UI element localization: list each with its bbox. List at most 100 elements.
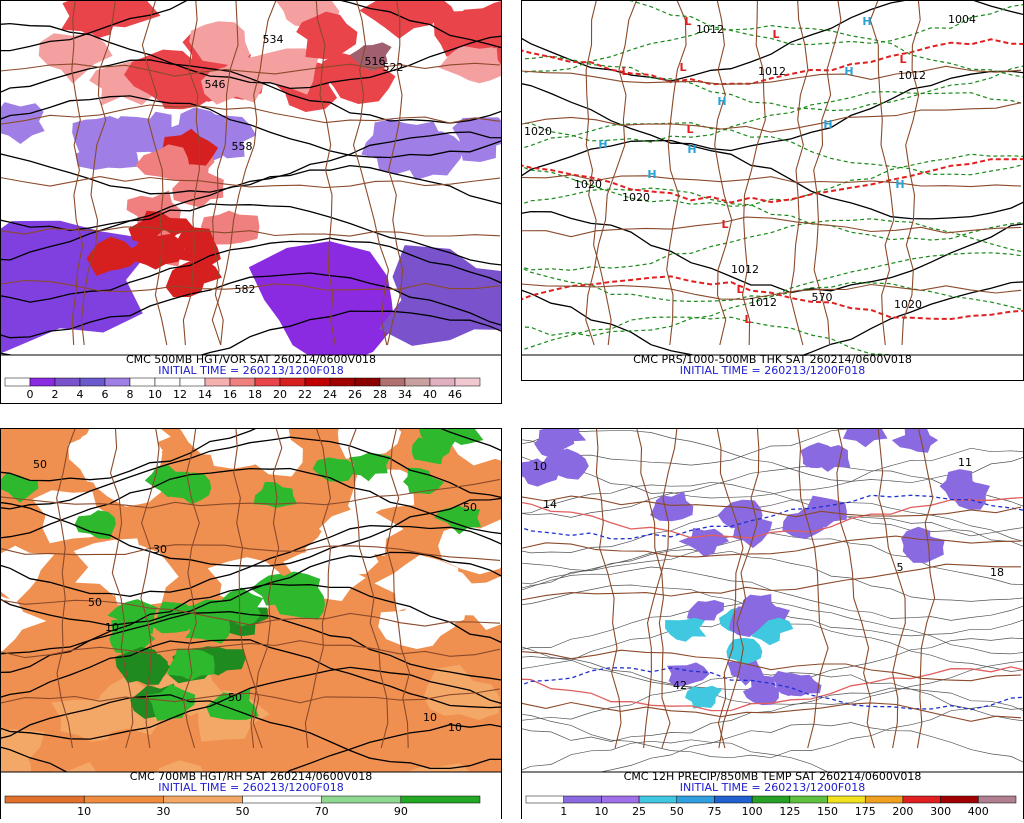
border [80,0,117,346]
shade-area [73,538,147,596]
colorbar-swatch [902,795,941,804]
map-label: 582 [235,283,256,296]
colorbar-swatch [454,377,481,387]
border [666,0,687,346]
colorbar-label: 125 [779,805,800,818]
map-title: CMC 500MB HGT/VOR SAT 260214/0600V018 [126,353,376,366]
shade-area [445,575,502,630]
shade-area [348,452,391,482]
contour [521,494,1024,540]
border [741,0,766,346]
map-label: 1020 [894,298,922,311]
contour [521,316,894,355]
border [718,428,760,749]
contour [521,158,1024,204]
shade-area [742,675,779,706]
colorbar-label: 50 [236,805,250,818]
contour [0,0,502,52]
colorbar-swatch [676,795,715,804]
contour [521,210,1024,294]
colorbar-swatch [4,795,85,804]
colorbar-swatch [638,795,678,804]
border [0,688,501,704]
shade-area [438,518,502,575]
shade-area [403,467,445,495]
shade-area [906,535,945,563]
colorbar-swatch [563,795,602,804]
border [0,544,501,561]
contour [0,436,502,510]
colorbar-label: 400 [968,805,989,818]
shade-area [0,472,39,503]
shade-area [418,428,461,452]
contour [0,131,502,195]
border [141,0,168,346]
contour [0,237,502,303]
colorbar-label: 18 [248,388,262,401]
border [521,102,1022,133]
colorbar-swatch [940,795,979,804]
map-label: 516 [365,55,386,68]
contour [521,499,1024,554]
map-label: 30 [153,543,167,556]
colorbar-label: 10 [594,805,608,818]
colorbar-swatch [789,795,828,804]
shade-area [939,469,981,502]
contour [521,275,1024,321]
border [521,283,1022,300]
shade-area [405,567,492,628]
border [636,428,671,749]
shade-area [891,428,939,453]
shade-area [146,684,196,721]
contour [521,281,1024,337]
border [0,176,501,189]
map-label: 1012 [731,263,759,276]
map [521,0,1024,355]
colorbar-label: 40 [423,388,437,401]
shade-area [89,444,171,507]
contour [0,497,502,567]
contour [521,687,1024,742]
border [0,62,501,77]
contour [0,639,502,709]
colorbar-swatch [29,377,56,387]
contour [521,722,1024,772]
contour [0,583,502,655]
shade-area [86,236,139,276]
border [0,478,501,509]
colorbar-label: 30 [156,805,170,818]
colorbar-label: 12 [173,388,187,401]
contour [521,70,1024,152]
contour [521,122,1024,176]
colorbar-label: 46 [448,388,462,401]
colorbar-swatch [83,795,164,804]
map-label: 558 [232,140,253,153]
map-label: 50 [463,501,477,514]
border [0,279,501,293]
shade-area [85,428,171,465]
border [521,701,1022,722]
map-label: L [686,123,693,136]
map-label: 1020 [622,191,650,204]
map-label: L [621,65,628,78]
colorbar-swatch [864,795,904,804]
map-label: 11 [958,456,972,469]
map-label: 5 [897,561,904,574]
border [877,428,906,749]
shade-area [349,42,392,72]
shade-area [805,445,851,472]
shade-area [253,481,298,508]
shade-area [74,510,116,539]
map-label: 1012 [696,23,724,36]
border [521,174,1022,188]
shade-area [717,499,763,530]
colorbar-label: 175 [855,805,876,818]
colorbar-label: 26 [348,388,362,401]
map-label: L [721,218,728,231]
border [0,104,501,125]
shade-area [205,688,259,720]
contour [521,516,1024,572]
map-label: 50 [228,691,242,704]
colorbar-label: 4 [77,388,84,401]
